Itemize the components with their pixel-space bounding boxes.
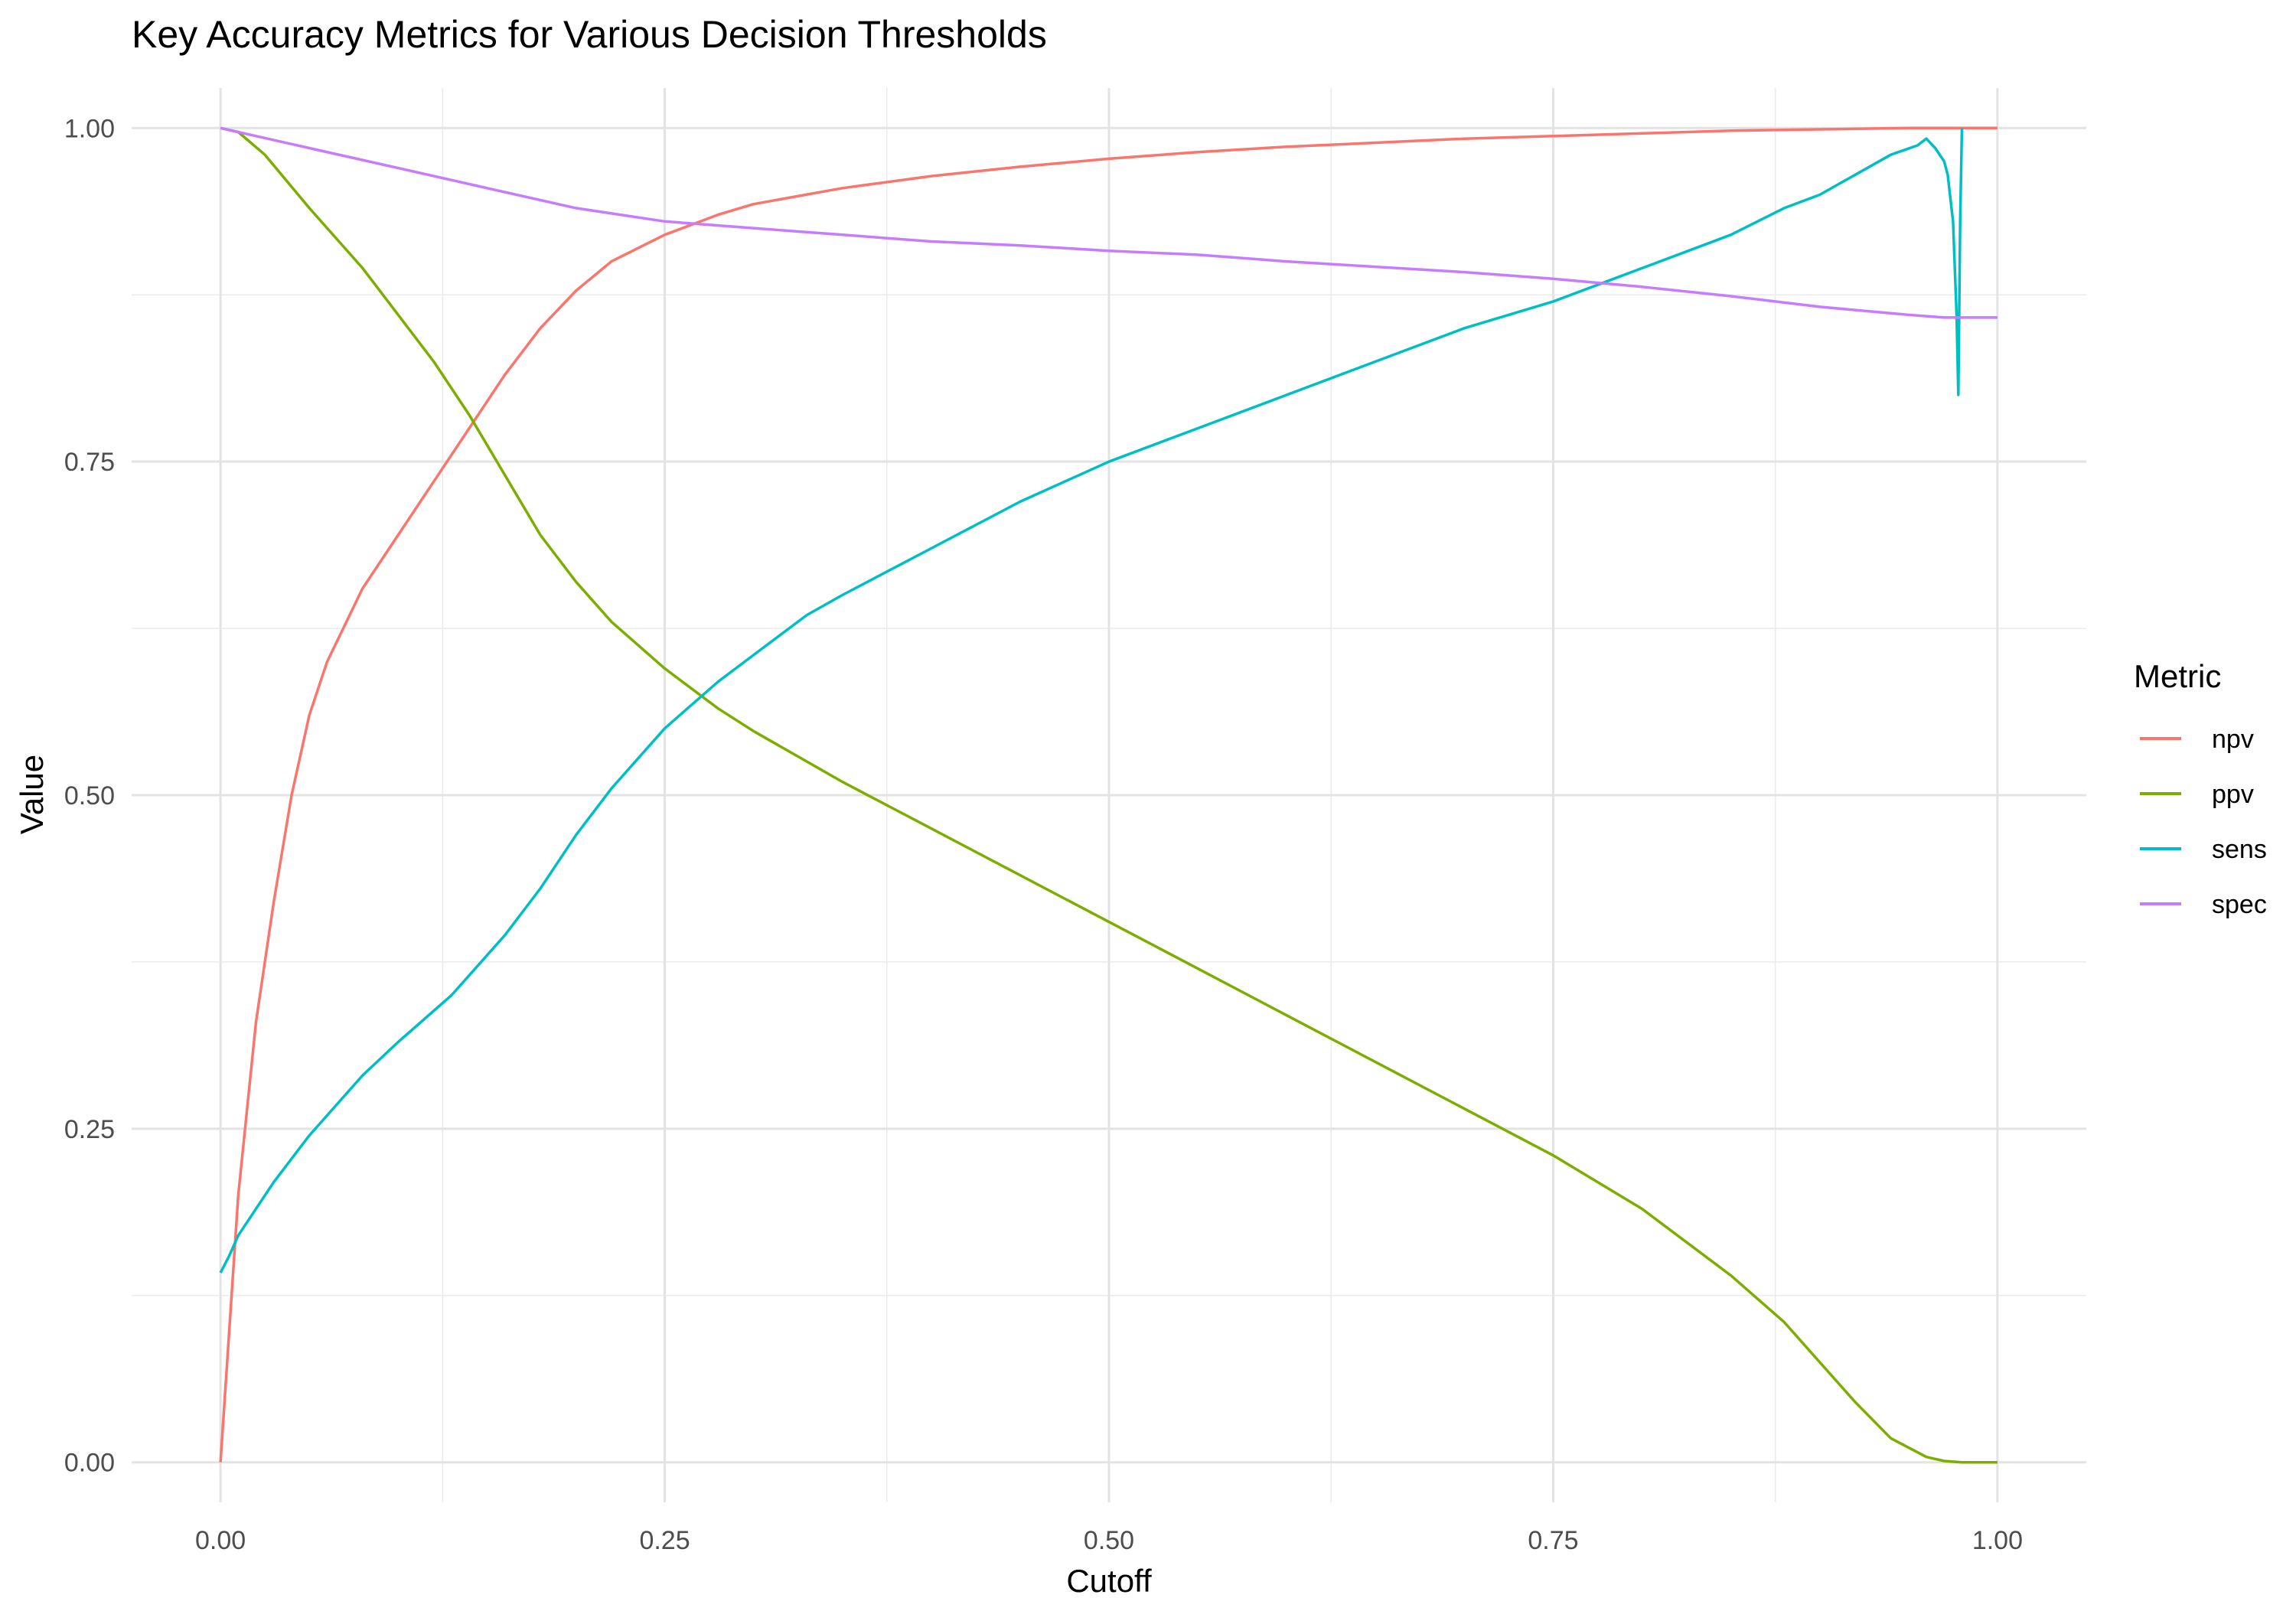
y-axis-title: Value [14,755,50,834]
x-axis-title: Cutoff [1066,1563,1152,1599]
y-tick-label: 0.75 [64,448,115,477]
grid-major [132,88,2086,1502]
legend-items: npv ppv sens spec [2140,725,2267,919]
x-tick-label: 0.75 [1528,1526,1578,1555]
legend: Metric npv ppv sens spec [2134,658,2267,919]
legend-label-ppv: ppv [2212,780,2254,809]
legend-label-spec: spec [2212,890,2267,919]
legend-label-sens: sens [2212,835,2267,864]
y-tick-labels: 0.00 0.25 0.50 0.75 1.00 [64,114,115,1477]
y-tick-label: 0.00 [64,1449,115,1478]
y-tick-label: 0.25 [64,1115,115,1144]
series-line-spec [220,126,1998,319]
series-line-npv [219,126,1998,1463]
x-tick-labels: 0.00 0.25 0.50 0.75 1.00 [195,1526,2023,1555]
x-tick-label: 0.00 [195,1526,246,1555]
y-tick-label: 0.50 [64,781,115,810]
series-line-sens [219,128,1964,1273]
legend-title: Metric [2134,658,2221,694]
chart-title: Key Accuracy Metrics for Various Decisio… [132,13,1047,56]
x-tick-label: 0.25 [639,1526,690,1555]
y-tick-label: 1.00 [64,114,115,143]
legend-label-npv: npv [2212,725,2254,754]
series-layer [219,126,1998,1464]
x-tick-label: 1.00 [1972,1526,2023,1555]
series-line-ppv [220,126,1998,1464]
x-tick-label: 0.50 [1084,1526,1134,1555]
